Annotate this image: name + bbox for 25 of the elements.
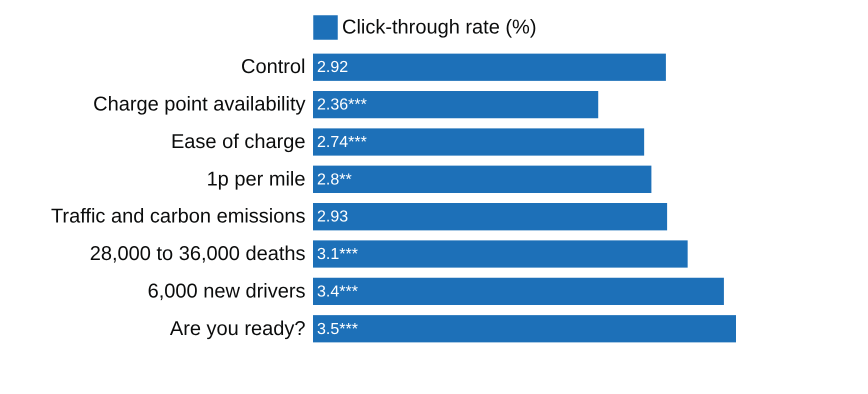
data-label: 3.1*** (317, 246, 358, 264)
y-tick-label: Traffic and carbon emissions (50, 206, 306, 228)
bar (313, 54, 666, 81)
data-label: 2.8** (317, 171, 352, 188)
bar (313, 315, 736, 342)
data-label: 2.92 (317, 59, 348, 76)
bar (313, 203, 668, 230)
y-tick-label: 1p per mile (206, 168, 306, 190)
y-tick-label: Ease of charge (170, 130, 306, 153)
bar (313, 166, 652, 193)
y-tick-label: Are you ready? (170, 318, 306, 340)
bar (313, 240, 688, 268)
data-label: 2.36*** (317, 96, 367, 114)
y-tick-label: 6,000 new drivers (148, 280, 306, 302)
y-tick-label: 28,000 to 36,000 deaths (90, 243, 306, 266)
bar (313, 278, 724, 306)
legend-label: Click-through rate (%) (342, 16, 537, 38)
data-label: 2.74*** (317, 134, 367, 151)
data-label: 3.5*** (317, 320, 358, 338)
bar (313, 128, 644, 156)
bar (313, 90, 598, 118)
data-label: 3.4*** (317, 283, 358, 300)
y-tick-label: Control (241, 56, 306, 78)
y-tick-label: Charge point availability (93, 94, 306, 116)
data-label: 2.93 (317, 208, 348, 226)
